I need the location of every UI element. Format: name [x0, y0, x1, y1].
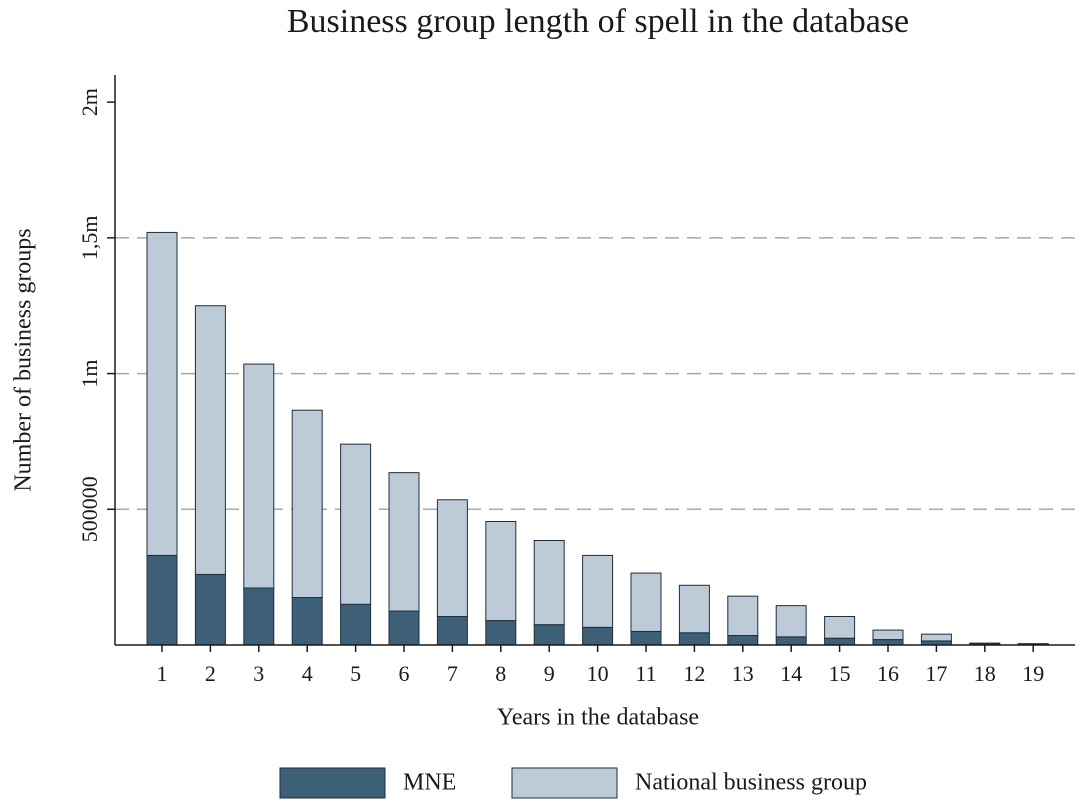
bar-segment	[678, 584, 710, 634]
bar-segment	[582, 554, 614, 628]
bar-segment	[824, 637, 856, 646]
bar-segment	[630, 630, 662, 646]
bar-segment	[969, 642, 1001, 645]
bar-segment	[533, 540, 565, 626]
y-axis-label: Number of business groups	[11, 228, 37, 491]
bar-segment	[582, 626, 614, 646]
bar-segment	[533, 624, 565, 646]
bar-segment	[146, 231, 178, 556]
bar-segment	[824, 616, 856, 639]
bar-segment	[775, 636, 807, 646]
bar-segment	[340, 603, 372, 646]
x-axis-label: Years in the database	[497, 705, 699, 731]
bar-segment	[243, 587, 275, 646]
legend-swatch	[511, 767, 618, 799]
bar-segment	[388, 610, 420, 646]
x-tick-label: 5	[350, 661, 361, 686]
x-tick-label: 8	[495, 661, 506, 686]
bar-segment	[678, 632, 710, 646]
x-tick-label: 18	[974, 661, 996, 686]
x-tick-label: 1	[157, 661, 168, 686]
bar-segment	[340, 443, 372, 605]
x-tick-label: 14	[780, 661, 802, 686]
x-tick-label: 2	[205, 661, 216, 686]
x-tick-label: 3	[253, 661, 264, 686]
bar-segment	[485, 521, 517, 622]
bar-segment	[291, 597, 323, 646]
bar-segment	[291, 409, 323, 599]
x-tick-label: 6	[399, 661, 410, 686]
bar-segment	[146, 554, 178, 646]
legend-label: National business group	[635, 770, 867, 796]
bar-segment	[436, 499, 468, 617]
x-tick-label: 12	[683, 661, 705, 686]
bar-segment	[727, 635, 759, 646]
x-tick-label: 17	[925, 661, 947, 686]
x-tick-label: 10	[587, 661, 609, 686]
bar-segment	[485, 620, 517, 646]
bar-segment	[727, 595, 759, 637]
y-tick-label: 1,5m	[77, 216, 102, 261]
x-tick-label: 16	[877, 661, 899, 686]
x-tick-label: 4	[302, 661, 313, 686]
x-tick-label: 19	[1022, 661, 1044, 686]
bar-segment	[436, 616, 468, 646]
bar-segment	[194, 573, 226, 646]
bar-segment	[1017, 643, 1049, 645]
bar-segment	[630, 572, 662, 632]
bar-segment	[243, 363, 275, 589]
chart-title: Business group length of spell in the da…	[287, 3, 909, 40]
x-tick-label: 9	[544, 661, 555, 686]
bar-segment	[920, 633, 952, 642]
legend-label: MNE	[403, 770, 456, 796]
bar-segment	[775, 605, 807, 638]
y-tick-label: 2m	[77, 88, 102, 116]
legend-swatch	[279, 767, 386, 799]
bar-segment	[194, 305, 226, 575]
x-tick-label: 13	[732, 661, 754, 686]
x-tick-label: 11	[635, 661, 656, 686]
bar-segment	[388, 472, 420, 612]
x-tick-label: 7	[447, 661, 458, 686]
y-tick-label: 500000	[77, 476, 102, 542]
bar-segment	[872, 639, 904, 646]
bar-segment	[872, 629, 904, 641]
y-tick-label: 1m	[77, 360, 102, 388]
x-tick-label: 15	[829, 661, 851, 686]
